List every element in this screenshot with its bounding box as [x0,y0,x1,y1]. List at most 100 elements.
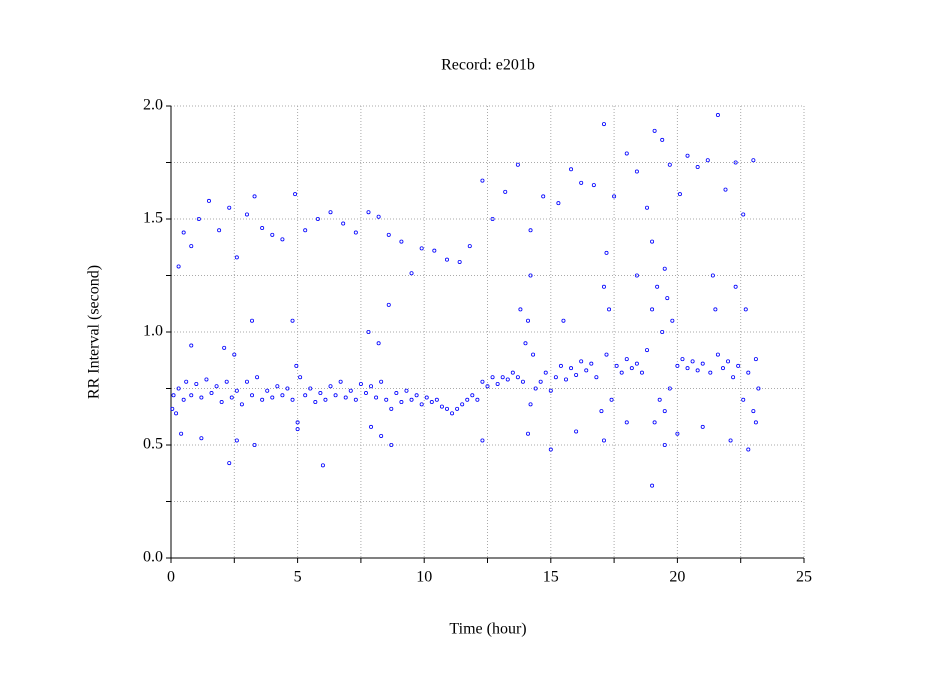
point [429,400,434,405]
point [569,167,574,172]
y-tick-label: 1.0 [143,323,163,340]
point [520,379,525,384]
point [480,379,485,384]
point [665,296,670,301]
point [298,375,303,380]
point [170,406,175,411]
point [579,180,584,185]
point [526,431,531,436]
point [399,400,404,405]
point [675,363,680,368]
point [558,363,563,368]
point [313,400,318,405]
point [353,230,358,235]
point [384,397,389,402]
point [285,386,290,391]
point [376,341,381,346]
point [250,393,255,398]
point [528,273,533,278]
point [601,122,606,127]
point [303,228,308,233]
point [579,359,584,364]
point [510,370,515,375]
point [419,402,424,407]
point [376,214,381,219]
point [455,406,460,411]
point [614,363,619,368]
point [414,393,419,398]
point [685,153,690,158]
x-tick-label: 10 [416,569,432,586]
point [270,232,275,237]
point [574,372,579,377]
point [715,352,720,357]
point [639,370,644,375]
y-tick-label: 0.0 [143,549,163,566]
point [700,424,705,429]
point [386,232,391,237]
point [531,352,536,357]
point [409,397,414,402]
point [723,187,728,192]
point [189,343,194,348]
point [655,284,660,289]
point [363,391,368,396]
point [660,329,665,334]
point [538,379,543,384]
point [419,246,424,251]
point [695,368,700,373]
point [374,395,379,400]
point [731,375,736,380]
point [736,363,741,368]
point [733,160,738,165]
point [675,431,680,436]
point [467,244,472,249]
point [609,397,614,402]
point [662,266,667,271]
point [708,370,713,375]
point [348,388,353,393]
point [556,201,561,206]
point [358,381,363,386]
point [270,395,275,400]
point [599,409,604,414]
point [252,194,257,199]
point [184,379,189,384]
point [244,212,249,217]
point [500,375,505,380]
point [645,348,650,353]
point [619,370,624,375]
point [685,366,690,371]
point [252,442,257,447]
point [318,391,323,396]
point [303,393,308,398]
point [404,388,409,393]
point [290,397,295,402]
point [275,384,280,389]
point [333,393,338,398]
point [480,178,485,183]
point [214,384,219,389]
x-axis-label: Time (hour) [449,621,526,638]
point [561,318,566,323]
point [650,239,655,244]
point [710,273,715,278]
point [733,284,738,289]
point [746,370,751,375]
point [260,226,265,231]
point [171,393,176,398]
point [444,257,449,262]
point [328,210,333,215]
point [713,307,718,312]
point [705,158,710,163]
point [604,250,609,255]
point [667,386,672,391]
point [503,189,508,194]
point [224,379,229,384]
point [650,483,655,488]
point [386,302,391,307]
point [176,264,181,269]
point [315,216,320,221]
point [227,205,232,210]
point [260,397,265,402]
